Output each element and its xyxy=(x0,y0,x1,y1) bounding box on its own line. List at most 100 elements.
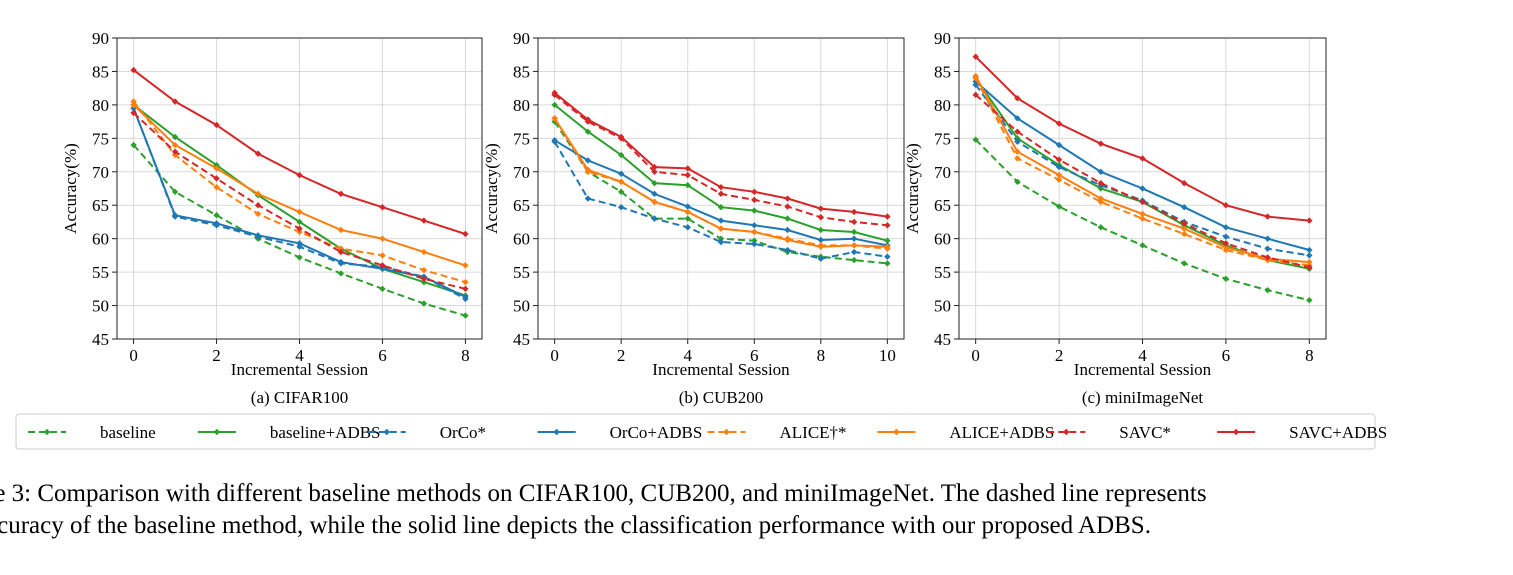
data-point-savc-adbs xyxy=(1139,155,1146,162)
data-point-savc-adbs xyxy=(584,116,592,123)
data-point-baseline-adbs xyxy=(850,228,858,236)
data-point-alice-adbs xyxy=(1097,195,1104,202)
data-point-baseline xyxy=(751,237,758,244)
data-point-savc-adbs xyxy=(1181,179,1188,187)
data-point-savc xyxy=(1306,264,1313,271)
data-point-savc xyxy=(1097,179,1104,187)
data-point-savc-adbs xyxy=(884,213,891,220)
caption-line-2: ccuracy of the baseline method, while th… xyxy=(0,512,1151,539)
legend-label-orco-adbs: OrCo+ADBS xyxy=(610,423,703,442)
data-point-baseline xyxy=(130,141,137,149)
x-tick-label: 6 xyxy=(750,346,759,365)
x-tick-label: 2 xyxy=(1055,346,1064,365)
caption-line-1: re 3: Comparison with different baseline… xyxy=(0,480,1207,507)
legend-label-alice: ALICE†* xyxy=(780,423,847,442)
data-point-alice-adbs xyxy=(817,243,825,250)
data-point-savc-adbs xyxy=(1097,140,1104,147)
data-point-savc-adbs xyxy=(617,133,625,141)
data-point-orco-adbs xyxy=(130,105,137,112)
data-point-alice-adbs xyxy=(1306,258,1313,266)
data-point-baseline xyxy=(884,260,891,267)
data-point-savc-adbs xyxy=(1055,120,1063,127)
data-point-savc-adbs xyxy=(379,204,386,211)
data-point-baseline xyxy=(462,312,469,319)
legend-marker-savc xyxy=(1063,428,1070,436)
data-point-orco-adbs xyxy=(717,217,725,224)
x-axis-label: Incremental Session xyxy=(652,360,790,379)
data-point-orco-adbs xyxy=(1097,168,1104,175)
chart-panel-1: 45 50 55 60 65 70 75 80 85 90 0 2 4 6 8 Incremental Ses… xyxy=(61,29,483,407)
data-point-baseline xyxy=(1306,297,1313,304)
data-point-baseline xyxy=(684,215,691,222)
x-tick-label: 2 xyxy=(212,346,221,365)
y-tick-label: 45 xyxy=(934,330,951,349)
data-point-savc xyxy=(171,148,179,155)
data-point-orco xyxy=(884,253,891,260)
data-point-savc xyxy=(817,214,825,221)
y-tick-label: 90 xyxy=(513,29,530,48)
data-point-baseline xyxy=(1055,203,1063,210)
data-point-orco xyxy=(617,204,625,211)
data-point-baseline-adbs xyxy=(617,151,625,159)
series-line-savc-adbs xyxy=(553,92,888,218)
data-point-baseline-adbs xyxy=(171,133,179,141)
y-tick-label: 85 xyxy=(513,62,530,81)
data-point-alice-adbs xyxy=(1222,244,1230,251)
data-point-alice-adbs xyxy=(717,225,725,232)
data-point-savc xyxy=(296,225,303,232)
y-tick-label: 80 xyxy=(934,96,951,115)
y-tick-label: 55 xyxy=(934,263,951,282)
data-point-orco xyxy=(584,195,592,202)
panel-subtitle: (b) CUB200 xyxy=(679,388,764,407)
y-tick-label: 50 xyxy=(92,297,109,316)
data-point-alice xyxy=(420,266,428,274)
y-tick-label: 80 xyxy=(513,96,530,115)
data-point-orco-adbs xyxy=(617,170,625,177)
x-axis-label: Incremental Session xyxy=(1074,360,1212,379)
data-point-orco xyxy=(972,81,979,89)
y-tick-label: 55 xyxy=(92,263,109,282)
data-point-orco xyxy=(817,255,825,262)
data-point-orco xyxy=(850,248,858,256)
legend-marker-savc-adbs xyxy=(1232,428,1240,436)
data-point-orco-adbs xyxy=(337,258,345,266)
data-point-orco-adbs xyxy=(551,137,558,144)
data-point-alice-adbs xyxy=(972,72,979,80)
data-point-baseline-adbs xyxy=(884,237,891,244)
data-point-baseline-adbs xyxy=(784,215,791,222)
data-point-orco-adbs xyxy=(784,226,791,234)
legend-marker-baseline xyxy=(43,428,51,436)
data-point-baseline xyxy=(1014,178,1021,186)
data-point-savc-adbs xyxy=(817,205,825,212)
data-point-alice xyxy=(1014,155,1021,162)
data-point-orco-adbs xyxy=(254,232,262,239)
data-point-alice-adbs xyxy=(1014,148,1021,155)
data-point-alice xyxy=(1139,215,1146,222)
data-point-alice-adbs xyxy=(651,198,658,206)
data-point-orco xyxy=(784,246,791,254)
y-tick-label: 65 xyxy=(513,196,530,215)
data-point-alice-adbs xyxy=(850,242,858,249)
x-tick-label: 4 xyxy=(683,346,692,365)
data-point-savc xyxy=(1055,156,1063,163)
y-tick-label: 45 xyxy=(513,330,530,349)
data-point-alice-adbs xyxy=(617,178,625,186)
legend-label-alice-adbs: ALICE+ADBS xyxy=(949,423,1054,442)
series-line-alice xyxy=(974,77,1310,267)
data-point-savc xyxy=(130,109,137,117)
data-point-savc-adbs xyxy=(337,190,345,198)
data-point-savc xyxy=(684,171,691,179)
data-point-baseline-adbs xyxy=(751,207,758,214)
data-point-alice xyxy=(296,228,303,236)
data-point-orco-adbs xyxy=(1139,185,1146,192)
data-point-savc-adbs xyxy=(1222,202,1230,209)
data-point-alice-adbs xyxy=(1181,225,1188,232)
data-point-alice-adbs xyxy=(171,141,179,149)
data-point-savc xyxy=(884,222,891,229)
data-point-baseline-adbs xyxy=(817,226,825,234)
y-tick-label: 70 xyxy=(934,163,951,182)
x-tick-label: 4 xyxy=(1138,346,1147,365)
data-point-alice-adbs xyxy=(296,208,303,216)
data-point-orco-adbs xyxy=(1306,246,1313,254)
y-tick-label: 60 xyxy=(513,230,530,249)
